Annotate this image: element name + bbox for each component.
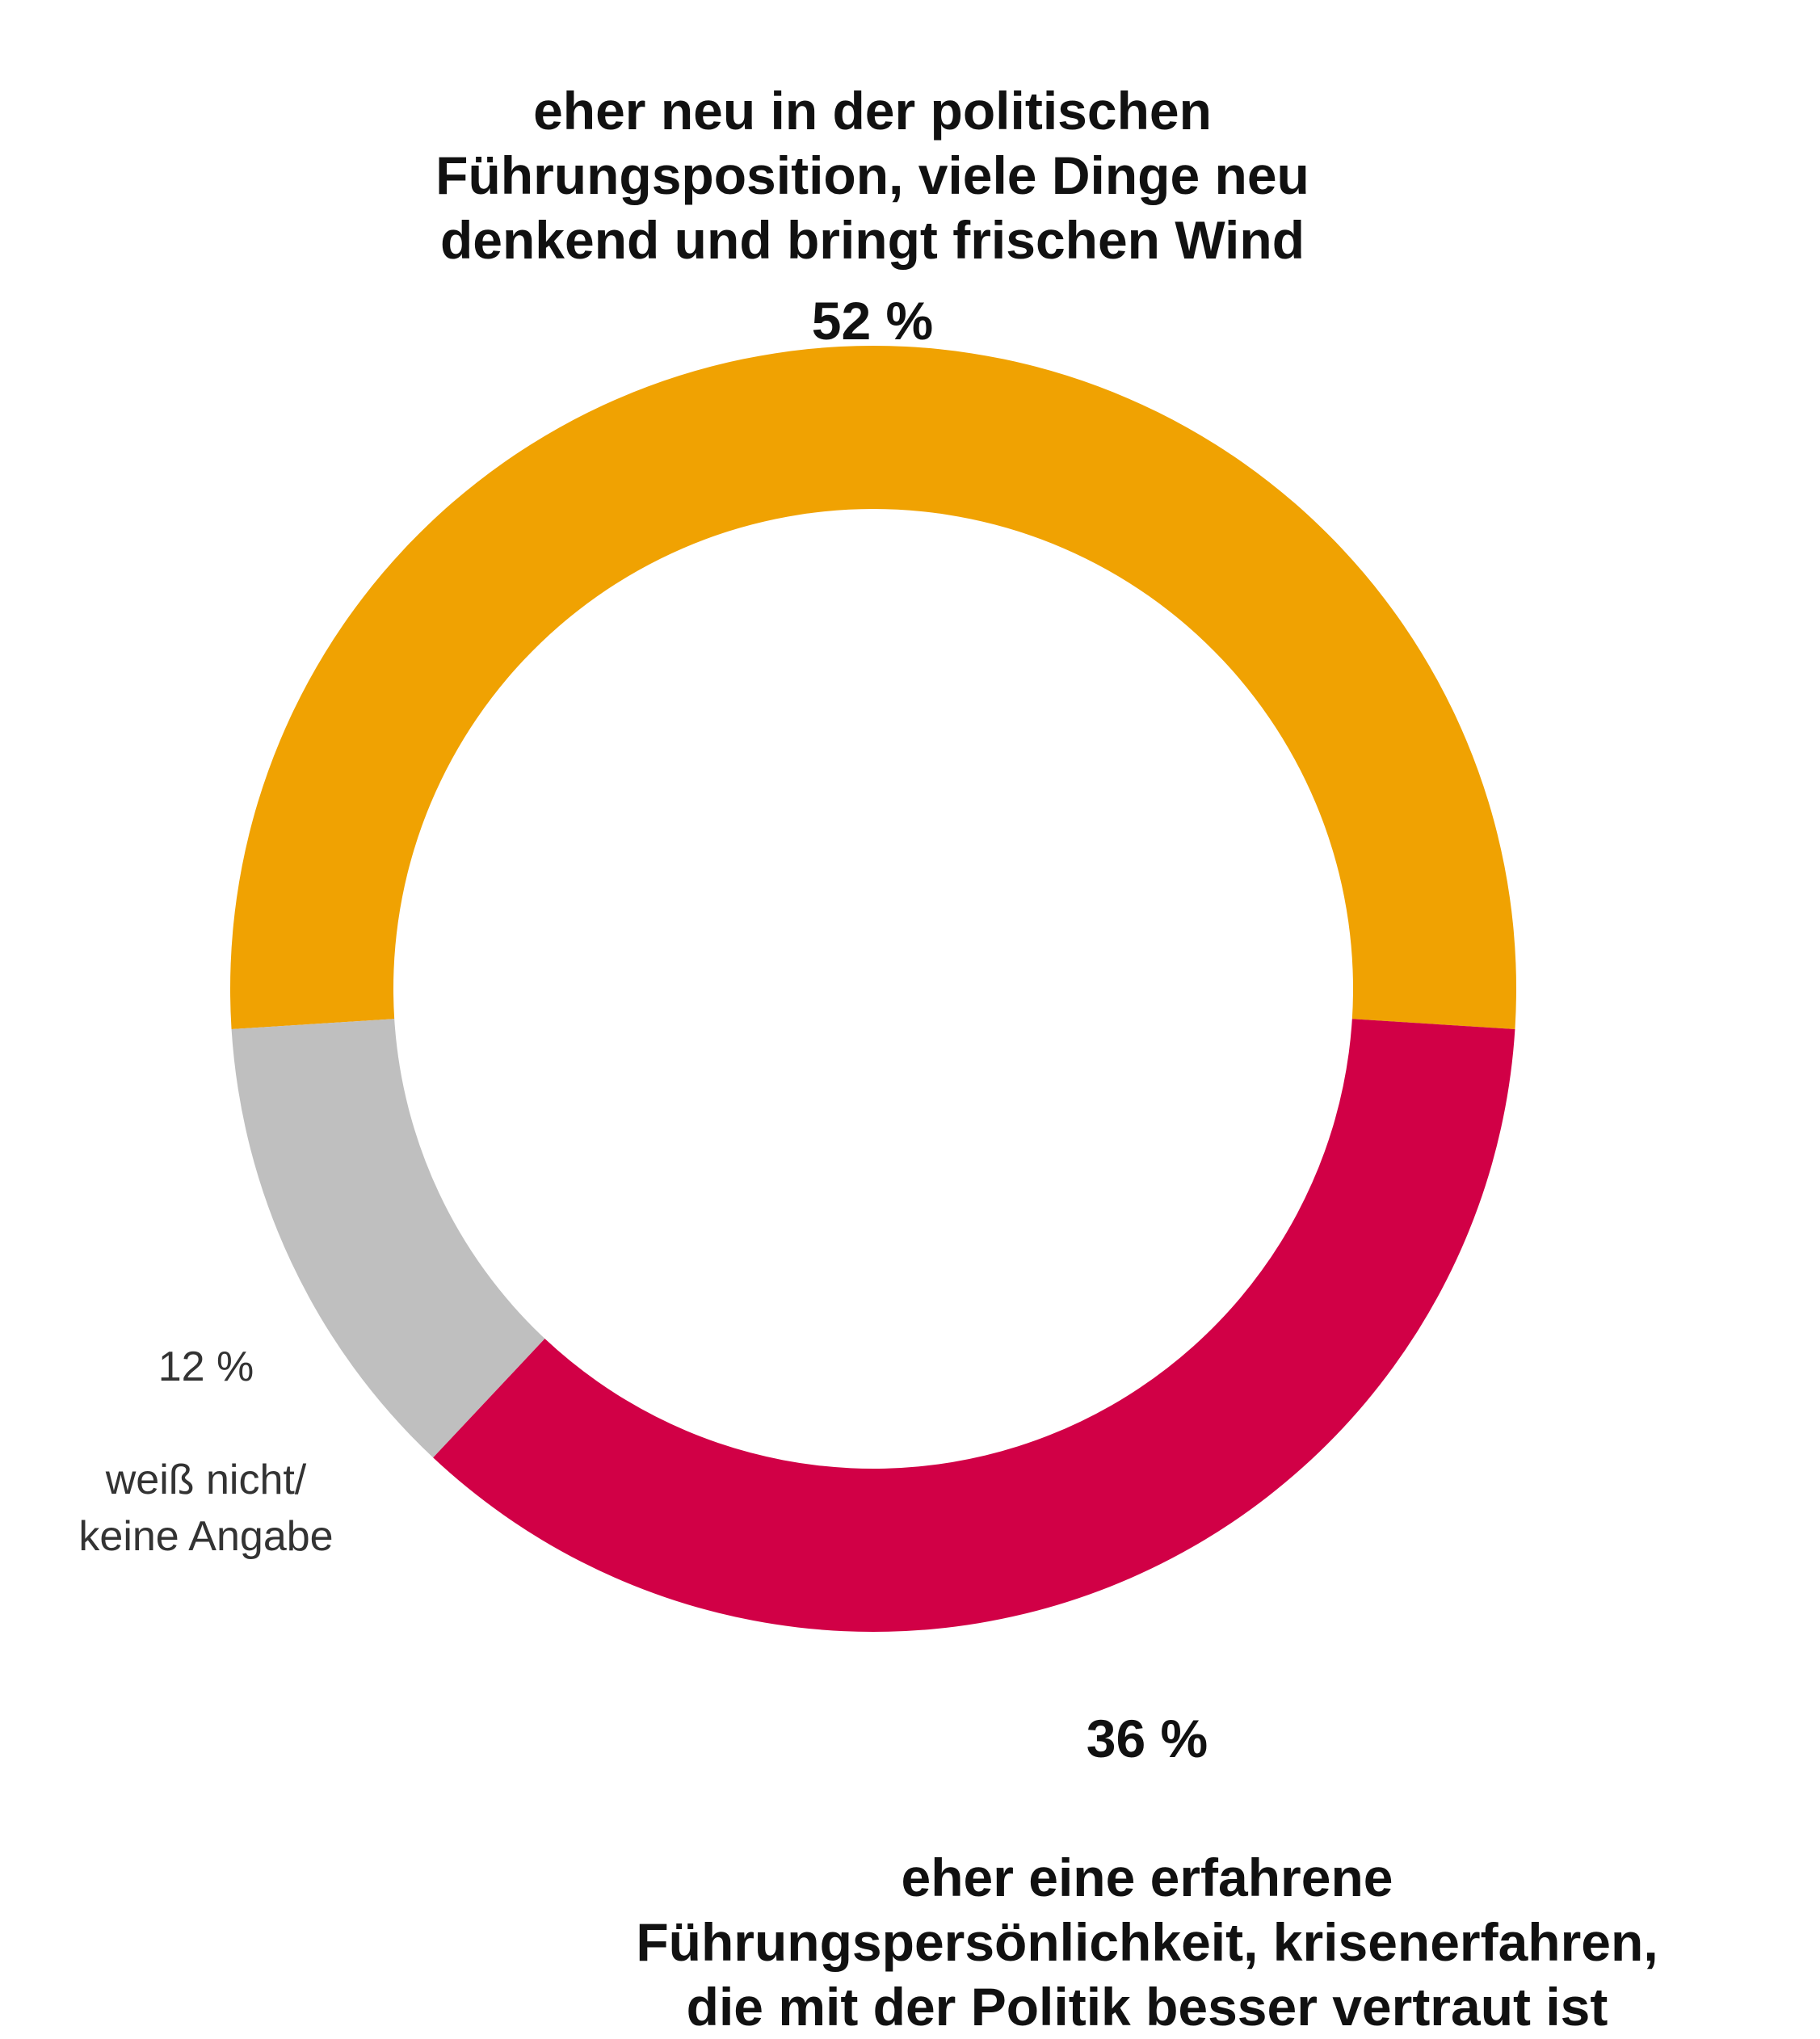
category-label: eher neu in der politischen Führungsposi… [435,81,1309,270]
slice-label: eher neu in der politischen Führungsposi… [186,14,1559,418]
slice-label: 12 % weiß nicht/ keine Angabe [0,1282,448,1565]
category-label: weiß nicht/ keine Angabe [78,1457,334,1560]
chart [229,346,1516,1632]
category-label: eher eine erfahrene Führungspersönlichke… [636,1848,1658,2037]
value-label: 36 % [1086,1709,1208,1768]
slice-label: 36 % eher eine erfahrene Führungspersönl… [460,1642,1820,2039]
value-label: 52 % [811,291,934,351]
donut-slice [433,1019,1515,1632]
donut-slice [231,1019,545,1458]
page: eher neu in der politischen Führungsposi… [0,14,1658,2037]
donut-slice [229,346,1516,1029]
value-label: 12 % [158,1343,254,1390]
